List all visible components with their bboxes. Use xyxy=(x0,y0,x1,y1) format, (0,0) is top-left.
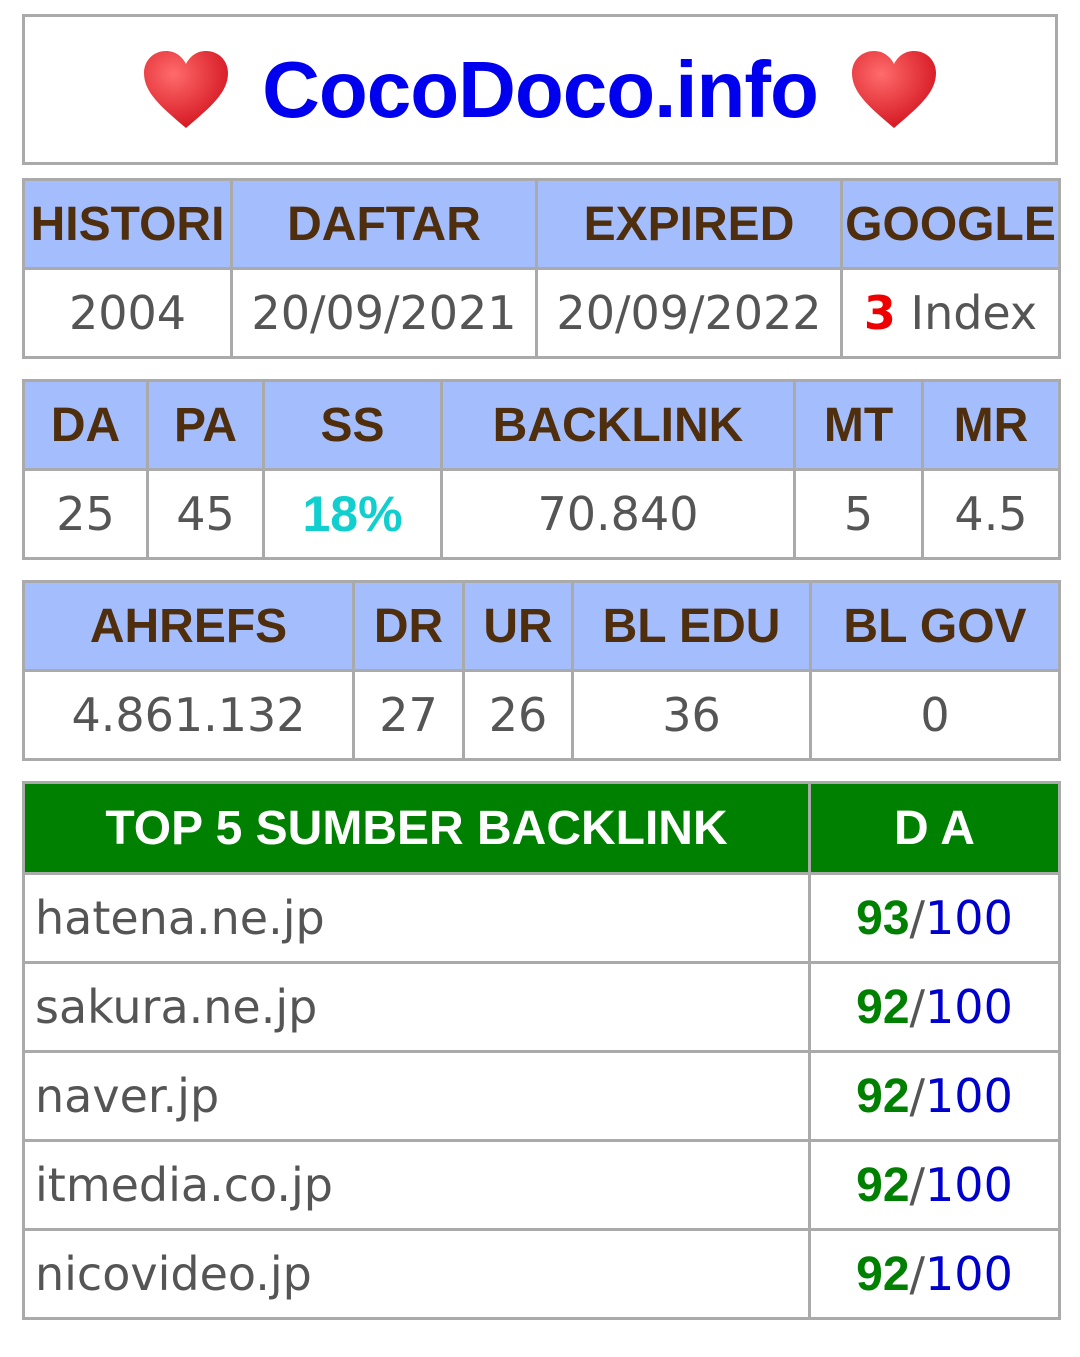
da-score: 92 xyxy=(856,1247,910,1301)
header-pa: PA xyxy=(146,379,265,471)
mt-value: 5 xyxy=(793,468,924,560)
backlink-da: 92/100 xyxy=(808,1228,1061,1320)
site-title[interactable]: CocoDoco.info xyxy=(262,44,819,134)
domain-history-table: HISTORI DAFTAR EXPIRED GOOGLE 2004 20/09… xyxy=(22,178,1061,359)
backlink-site[interactable]: hatena.ne.jp xyxy=(22,872,811,964)
header-top-sources: TOP 5 SUMBER BACKLINK xyxy=(22,781,811,875)
da-separator: / xyxy=(909,1157,926,1212)
heart-icon xyxy=(144,50,229,128)
table-row: nicovideo.jp 92/100 xyxy=(22,1228,1061,1320)
dr-value: 27 xyxy=(352,669,465,761)
backlink-da: 92/100 xyxy=(808,1050,1061,1142)
header-expired: EXPIRED xyxy=(535,178,843,270)
moz-metrics-table: DA PA SS BACKLINK MT MR 25 45 18% 70.840… xyxy=(22,379,1061,560)
backlink-site[interactable]: sakura.ne.jp xyxy=(22,961,811,1053)
spam-score: 18% xyxy=(302,486,403,542)
header-backlink: BACKLINK xyxy=(440,379,796,471)
header-bl-gov: BL GOV xyxy=(809,580,1061,672)
table-row: hatena.ne.jp 93/100 xyxy=(22,872,1061,964)
ss-value: 18% xyxy=(262,468,443,560)
da-score: 92 xyxy=(856,980,910,1034)
table-row: naver.jp 92/100 xyxy=(22,1050,1061,1142)
da-value: 25 xyxy=(22,468,149,560)
backlink-site[interactable]: naver.jp xyxy=(22,1050,811,1142)
header-bl-edu: BL EDU xyxy=(571,580,812,672)
header-google: GOOGLE xyxy=(840,178,1061,270)
header-dr: DR xyxy=(352,580,465,672)
bl-edu-value: 36 xyxy=(571,669,812,761)
da-separator: / xyxy=(909,1246,926,1301)
da-score: 93 xyxy=(856,891,910,945)
bl-gov-value: 0 xyxy=(809,669,1061,761)
ahrefs-value: 4.861.132 xyxy=(22,669,355,761)
google-index-count: 3 xyxy=(863,286,896,340)
da-max: 100 xyxy=(925,979,1013,1034)
da-separator: / xyxy=(909,979,926,1034)
header-daftar: DAFTAR xyxy=(230,178,538,270)
top-backlink-sources-table: TOP 5 SUMBER BACKLINK D A hatena.ne.jp 9… xyxy=(22,781,1061,1320)
header-histori: HISTORI xyxy=(22,178,233,270)
pa-value: 45 xyxy=(146,468,265,560)
backlink-value: 70.840 xyxy=(440,468,796,560)
header-da: DA xyxy=(22,379,149,471)
table-row: itmedia.co.jp 92/100 xyxy=(22,1139,1061,1231)
da-max: 100 xyxy=(925,1157,1013,1212)
header-mt: MT xyxy=(793,379,924,471)
da-score: 92 xyxy=(856,1069,910,1123)
header-da-score: D A xyxy=(808,781,1061,875)
backlink-da: 92/100 xyxy=(808,961,1061,1053)
da-max: 100 xyxy=(925,1068,1013,1123)
mr-value: 4.5 xyxy=(921,468,1061,560)
site-title-banner: CocoDoco.info xyxy=(22,14,1058,165)
header-ss: SS xyxy=(262,379,443,471)
da-score: 92 xyxy=(856,1158,910,1212)
ur-value: 26 xyxy=(462,669,574,761)
da-max: 100 xyxy=(925,1246,1013,1301)
table-row: sakura.ne.jp 92/100 xyxy=(22,961,1061,1053)
google-index-label: Index xyxy=(910,286,1038,340)
expired-value: 20/09/2022 xyxy=(535,267,843,359)
google-index-value: 3 Index xyxy=(840,267,1061,359)
backlink-da: 92/100 xyxy=(808,1139,1061,1231)
ahrefs-metrics-table: AHREFS DR UR BL EDU BL GOV 4.861.132 27 … xyxy=(22,580,1061,761)
da-separator: / xyxy=(909,890,926,945)
header-ur: UR xyxy=(462,580,574,672)
backlink-site[interactable]: nicovideo.jp xyxy=(22,1228,811,1320)
daftar-value: 20/09/2021 xyxy=(230,267,538,359)
histori-value: 2004 xyxy=(22,267,233,359)
heart-icon xyxy=(851,50,936,128)
header-ahrefs: AHREFS xyxy=(22,580,355,672)
backlink-da: 93/100 xyxy=(808,872,1061,964)
da-separator: / xyxy=(909,1068,926,1123)
header-mr: MR xyxy=(921,379,1061,471)
backlink-site[interactable]: itmedia.co.jp xyxy=(22,1139,811,1231)
da-max: 100 xyxy=(925,890,1013,945)
